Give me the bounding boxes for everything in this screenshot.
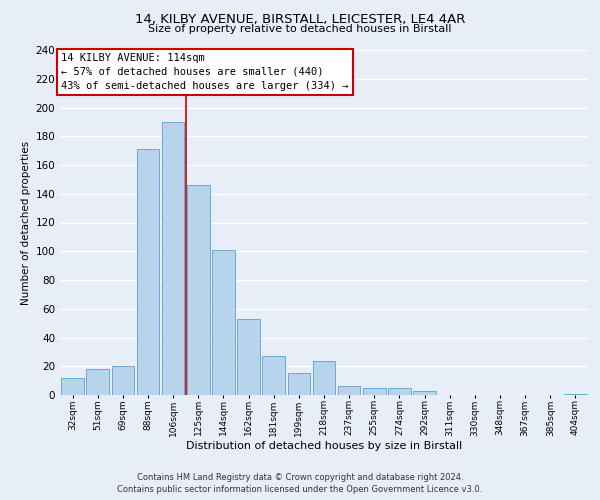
Y-axis label: Number of detached properties: Number of detached properties — [21, 140, 31, 304]
Bar — [162, 122, 184, 395]
Bar — [262, 356, 285, 395]
Bar — [61, 378, 84, 395]
Bar — [338, 386, 361, 395]
Bar — [287, 374, 310, 395]
Bar — [363, 388, 386, 395]
Bar — [388, 388, 411, 395]
Bar — [187, 185, 209, 395]
Bar — [86, 369, 109, 395]
Bar — [112, 366, 134, 395]
Bar — [137, 149, 160, 395]
Bar — [564, 394, 587, 395]
Text: Contains HM Land Registry data © Crown copyright and database right 2024.
Contai: Contains HM Land Registry data © Crown c… — [118, 472, 482, 494]
Bar — [237, 319, 260, 395]
Text: 14 KILBY AVENUE: 114sqm
← 57% of detached houses are smaller (440)
43% of semi-d: 14 KILBY AVENUE: 114sqm ← 57% of detache… — [61, 53, 349, 91]
Bar — [212, 250, 235, 395]
Text: 14, KILBY AVENUE, BIRSTALL, LEICESTER, LE4 4AR: 14, KILBY AVENUE, BIRSTALL, LEICESTER, L… — [135, 12, 465, 26]
Bar — [313, 360, 335, 395]
Bar — [413, 390, 436, 395]
X-axis label: Distribution of detached houses by size in Birstall: Distribution of detached houses by size … — [186, 441, 462, 451]
Text: Size of property relative to detached houses in Birstall: Size of property relative to detached ho… — [148, 24, 452, 34]
